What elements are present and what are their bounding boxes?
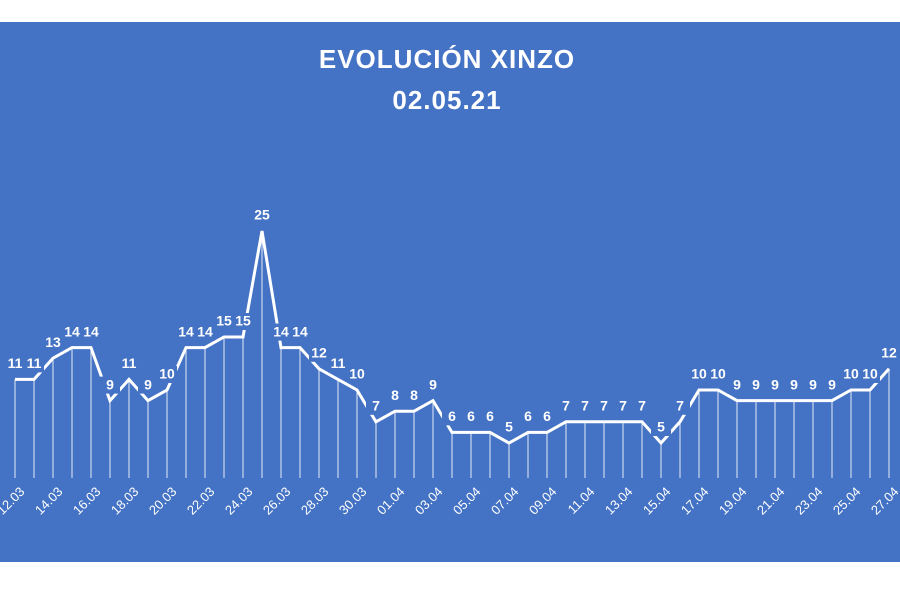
- data-label: 7: [600, 398, 608, 414]
- data-label: 6: [524, 408, 532, 424]
- data-label: 10: [159, 366, 175, 382]
- data-label: 7: [372, 398, 380, 414]
- data-label: 9: [429, 376, 437, 392]
- data-label: 9: [809, 376, 817, 392]
- data-label: 7: [562, 398, 570, 414]
- label-background: [176, 323, 196, 341]
- chart-background: [0, 22, 900, 562]
- label-background: [214, 313, 234, 330]
- data-line: [15, 230, 891, 446]
- data-label: 25: [254, 207, 270, 223]
- label-background: [347, 366, 367, 383]
- data-label: 11: [27, 355, 42, 371]
- data-label: 13: [45, 334, 61, 350]
- label-background: [708, 366, 728, 383]
- label-background: [309, 344, 329, 362]
- label-background: [328, 355, 348, 373]
- data-label: 11: [122, 355, 137, 371]
- data-label: 14: [273, 323, 289, 339]
- label-background: [480, 408, 500, 426]
- data-label: 7: [619, 398, 627, 414]
- label-background: [537, 408, 557, 426]
- label-background: [594, 397, 614, 415]
- label-background: [43, 334, 63, 352]
- label-background: [81, 323, 101, 341]
- data-label: 11: [8, 355, 23, 371]
- data-label: 12: [311, 345, 327, 361]
- label-background: [860, 366, 880, 383]
- data-label: 9: [771, 376, 779, 392]
- data-label: 10: [349, 366, 365, 382]
- data-label: 5: [505, 419, 513, 435]
- label-background: [784, 376, 804, 394]
- data-label: 14: [197, 323, 213, 339]
- data-label: 6: [486, 408, 494, 424]
- chart-subtitle: 02.05.21: [392, 85, 501, 115]
- data-label: 11: [331, 355, 346, 371]
- chart-title: EVOLUCIÓN XINZO: [319, 44, 575, 74]
- data-label: 7: [676, 398, 684, 414]
- label-background: [366, 397, 386, 415]
- data-label: 8: [410, 387, 418, 403]
- data-label: 7: [638, 398, 646, 414]
- data-label: 10: [843, 366, 859, 382]
- label-background: [632, 397, 652, 415]
- data-label: 14: [178, 323, 194, 339]
- label-background: [195, 323, 215, 341]
- label-background: [670, 397, 690, 415]
- data-label: 15: [216, 313, 232, 329]
- data-label: 10: [691, 366, 707, 382]
- label-background: [556, 397, 576, 415]
- data-label: 8: [391, 387, 399, 403]
- label-background: [157, 366, 177, 383]
- label-background: [689, 366, 709, 383]
- label-background: [5, 355, 25, 373]
- label-background: [442, 408, 462, 426]
- label-background: [803, 376, 823, 394]
- data-label: 5: [657, 419, 665, 435]
- data-label: 9: [733, 376, 741, 392]
- label-background: [119, 355, 139, 373]
- label-background: [727, 376, 747, 394]
- label-background: [62, 323, 82, 341]
- label-background: [613, 397, 633, 415]
- data-label: 10: [862, 366, 878, 382]
- data-label: 9: [144, 376, 152, 392]
- label-background: [841, 366, 861, 383]
- label-background: [385, 387, 405, 405]
- data-label: 6: [448, 408, 456, 424]
- data-label: 7: [581, 398, 589, 414]
- label-background: [252, 207, 272, 224]
- data-label: 14: [83, 323, 99, 339]
- label-background: [879, 344, 899, 362]
- label-background: [822, 376, 842, 394]
- label-background: [290, 323, 310, 341]
- label-background: [499, 419, 519, 436]
- label-background: [100, 376, 120, 394]
- label-background: [233, 313, 253, 330]
- data-label: 14: [64, 323, 80, 339]
- data-label: 9: [790, 376, 798, 392]
- label-background: [404, 387, 424, 405]
- label-background: [138, 376, 158, 394]
- label-background: [765, 376, 785, 394]
- data-label: 14: [292, 323, 308, 339]
- data-label: 9: [828, 376, 836, 392]
- data-label: 15: [235, 313, 251, 329]
- data-label: 6: [543, 408, 551, 424]
- label-background: [24, 355, 44, 373]
- label-background: [518, 408, 538, 426]
- label-background: [423, 376, 443, 394]
- data-label: 9: [752, 376, 760, 392]
- data-label: 9: [106, 376, 114, 392]
- label-background: [461, 408, 481, 426]
- label-background: [746, 376, 766, 394]
- data-label: 10: [710, 366, 726, 382]
- label-background: [271, 323, 291, 341]
- data-label: 12: [881, 345, 897, 361]
- label-background: [575, 397, 595, 415]
- label-background: [651, 419, 671, 436]
- data-label: 6: [467, 408, 475, 424]
